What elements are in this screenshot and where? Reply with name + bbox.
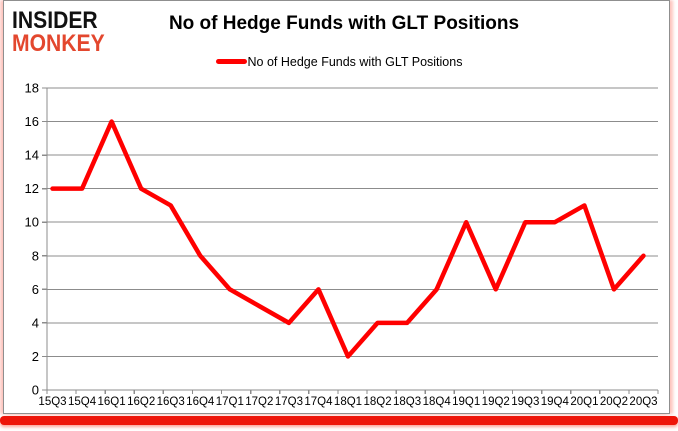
- y-tick-label: 14: [25, 148, 39, 163]
- logo-line-monkey: MONKEY: [12, 30, 105, 57]
- x-tick-label: 17Q3: [275, 396, 303, 408]
- series-line: [50, 119, 646, 359]
- chart-legend: No of Hedge Funds with GLT Positions: [0, 55, 678, 69]
- legend-line-swatch: [215, 59, 247, 64]
- chart-frame: [3, 0, 670, 414]
- x-tick-label: 18Q3: [393, 396, 421, 408]
- y-tick-label: 8: [32, 248, 39, 263]
- y-tick-label: 0: [32, 383, 39, 398]
- x-tick-label: 17Q2: [245, 396, 273, 408]
- bottom-accent-bar: [0, 416, 678, 425]
- y-tick-label: 16: [25, 114, 39, 129]
- chart-title: No of Hedge Funds with GLT Positions: [168, 13, 520, 34]
- insider-monkey-logo: INSIDER MONKEY: [12, 9, 105, 56]
- x-tick-label: 20Q3: [629, 396, 657, 408]
- y-tick-label: 18: [25, 81, 39, 96]
- y-tick-label: 10: [25, 215, 39, 230]
- logo-line-insider: INSIDER: [12, 7, 98, 34]
- x-tick-label: 18Q1: [334, 396, 362, 408]
- x-tick-label: 17Q4: [304, 396, 333, 408]
- x-tick-label: 19Q3: [511, 396, 539, 408]
- x-tick-label: 16Q2: [127, 396, 155, 408]
- x-tick-label: 20Q1: [570, 396, 598, 408]
- x-tick-label: 17Q1: [216, 396, 244, 408]
- x-tick-label: 16Q3: [157, 396, 185, 408]
- x-tick-label: 18Q4: [423, 396, 452, 408]
- y-tick-label: 6: [32, 282, 39, 297]
- x-tick-label: 15Q3: [38, 396, 66, 408]
- x-tick-label: 18Q2: [363, 396, 391, 408]
- y-tick-label: 4: [32, 315, 39, 330]
- y-tick-label: 12: [25, 181, 39, 196]
- legend-label: No of Hedge Funds with GLT Positions: [247, 55, 463, 69]
- x-tick-label: 19Q2: [482, 396, 510, 408]
- x-tick-label: 16Q4: [186, 396, 215, 408]
- x-tick-label: 19Q4: [541, 396, 570, 408]
- x-tick-label: 15Q4: [68, 396, 97, 408]
- y-tick-label: 2: [32, 349, 39, 364]
- x-tick-label: 20Q2: [600, 396, 628, 408]
- x-tick-label: 19Q1: [452, 396, 480, 408]
- x-tick-label: 16Q1: [98, 396, 126, 408]
